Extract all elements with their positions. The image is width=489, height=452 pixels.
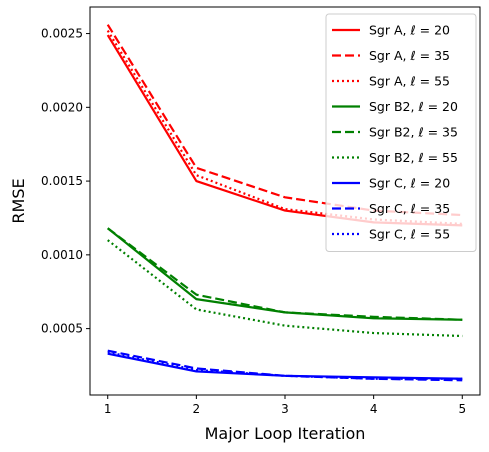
y-tick-label: 0.0005 [41,322,83,336]
legend-label: Sgr B2, ℓ = 20 [369,99,458,114]
x-axis: 1 2 3 4 5 [104,395,466,416]
series-line-8 [107,351,463,380]
series-line-7 [107,349,463,382]
legend-label: Sgr B2, ℓ = 55 [369,150,458,165]
y-tick-label: 0.0025 [41,27,83,41]
x-tick-label: 1 [104,402,112,416]
legend-label: Sgr C, ℓ = 20 [369,176,450,191]
series-line-6 [107,352,463,380]
legend-label: Sgr A, ℓ = 20 [369,23,450,38]
legend-label: Sgr C, ℓ = 55 [369,227,450,242]
y-tick-label: 0.0015 [41,174,83,188]
legend-label: Sgr B2, ℓ = 35 [369,125,458,140]
y-tick-label: 0.0010 [41,248,83,262]
y-axis-label: RMSE [9,178,28,223]
series-line-5 [107,239,463,338]
y-tick-label: 0.0020 [41,100,83,114]
x-axis-label: Major Loop Iteration [205,424,366,443]
legend-box [325,13,477,252]
series-layer [106,24,463,382]
legend-label: Sgr C, ℓ = 35 [369,201,450,216]
legend-label: Sgr A, ℓ = 55 [369,74,450,89]
x-tick-label: 5 [458,402,466,416]
x-tick-label: 2 [193,402,201,416]
legend: Sgr A, ℓ = 20 Sgr A, ℓ = 35 Sgr A, ℓ = 55 S… [325,13,477,252]
legend-label: Sgr A, ℓ = 35 [369,48,450,63]
series-line-4 [107,227,463,321]
x-tick-label: 3 [281,402,289,416]
y-axis: 0.0005 0.0010 0.0015 0.0020 0.0025 [41,27,90,336]
x-tick-label: 4 [370,402,378,416]
